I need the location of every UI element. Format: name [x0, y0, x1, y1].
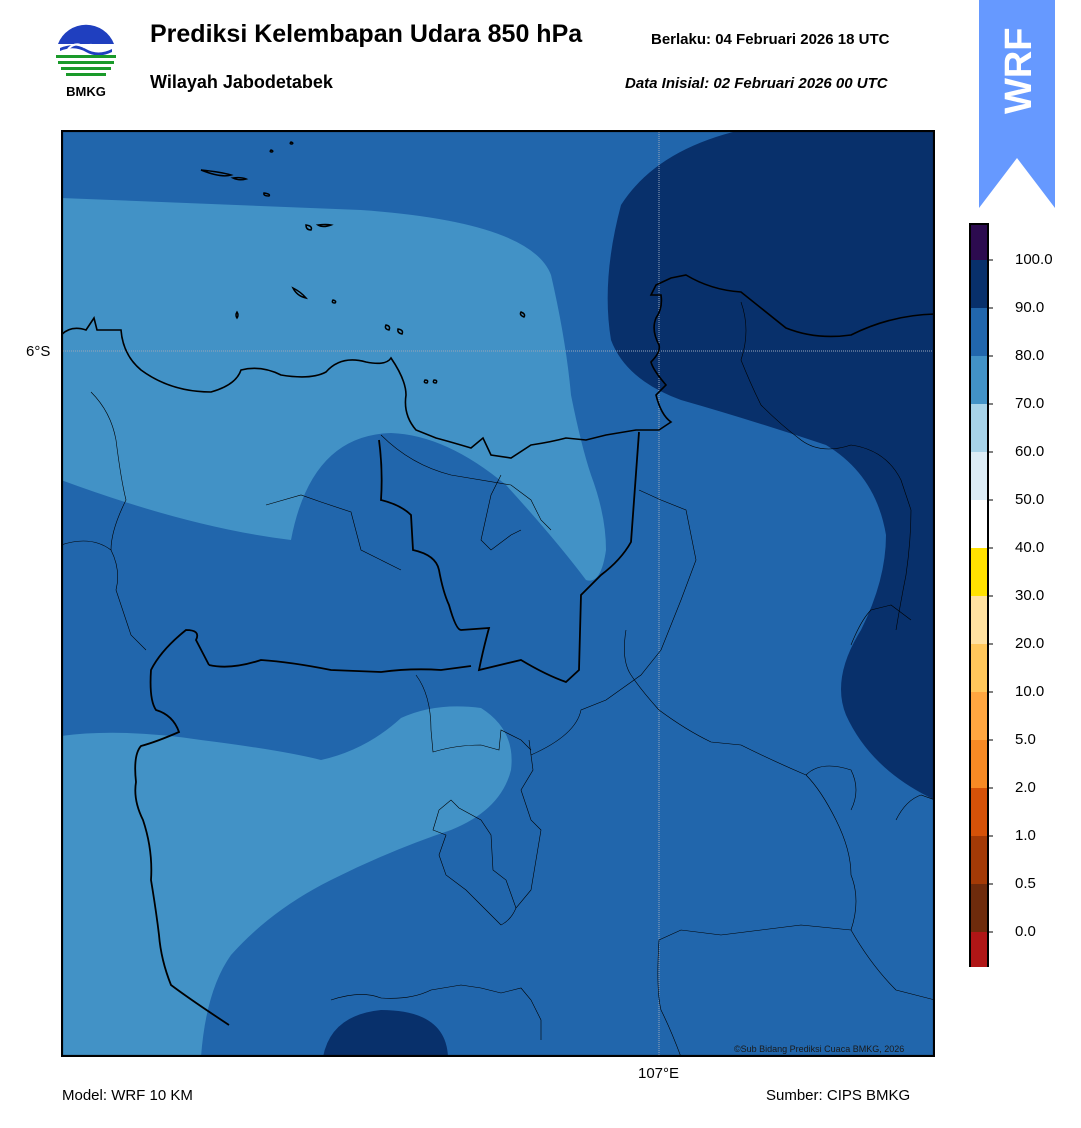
humidity-map — [61, 130, 935, 1057]
colorbar-tick-label: 50.0 — [1015, 491, 1045, 508]
province-border-west — [134, 629, 472, 1026]
colorbar-tick-label: 10.0 — [1015, 683, 1045, 700]
model-label: Model: WRF 10 KM — [62, 1087, 193, 1104]
colorbar-segment — [970, 932, 988, 967]
copyright-text: ©Sub Bidang Prediksi Cuaca BMKG, 2026 — [734, 1044, 905, 1054]
zone-70-80-south — [61, 706, 512, 1057]
colorbar-segment — [970, 404, 988, 452]
latitude-label: 6°S — [26, 343, 51, 360]
colorbar-frame — [969, 223, 989, 967]
province-border — [378, 431, 640, 684]
logo-text: BMKG — [66, 84, 106, 99]
colorbar-segment — [970, 788, 988, 836]
colorbar-tick-label: 40.0 — [1015, 539, 1045, 556]
zone-90-100-south — [323, 1010, 448, 1057]
colorbar-tick-label: 2.0 — [1015, 779, 1036, 796]
colorbar-tick-label: 70.0 — [1015, 395, 1045, 412]
district-borders — [61, 301, 935, 1057]
colorbar-segment — [970, 452, 988, 500]
page-title: Prediksi Kelembapan Udara 850 hPa — [150, 20, 583, 48]
colorbar-segment — [970, 356, 988, 404]
colorbar-segment — [970, 836, 988, 884]
colorbar-segment — [970, 596, 988, 644]
colorbar-tick-label: 60.0 — [1015, 443, 1045, 460]
init-time: Data Inisial: 02 Februari 2026 00 UTC — [625, 75, 888, 92]
colorbar-segment — [970, 308, 988, 356]
colorbar-segment — [970, 692, 988, 740]
source-label: Sumber: CIPS BMKG — [766, 1087, 911, 1104]
colorbar-tick-label: 80.0 — [1015, 347, 1045, 364]
valid-time: Berlaku: 04 Februari 2026 18 UTC — [651, 31, 890, 48]
colorbar-tick-label: 0.0 — [1015, 923, 1036, 940]
colorbar-tick-label: 5.0 — [1015, 731, 1036, 748]
coastline — [61, 274, 935, 459]
colorbar-segment — [970, 500, 988, 548]
colorbar-segment — [970, 260, 988, 308]
region-subtitle: Wilayah Jabodetabek — [150, 72, 333, 92]
bmkg-logo-icon — [56, 22, 116, 82]
colorbar-tick-label: 20.0 — [1015, 635, 1045, 652]
zone-70-80-north — [61, 198, 606, 581]
colorbar-segment — [970, 224, 988, 260]
longitude-label: 107°E — [638, 1065, 680, 1082]
colorbar — [969, 223, 993, 967]
colorbar-tick-label: 1.0 — [1015, 827, 1036, 844]
wrf-badge: WRF — [979, 0, 1055, 208]
colorbar-tick-label: 30.0 — [1015, 587, 1045, 604]
colorbar-tick-label: 90.0 — [1015, 299, 1045, 316]
wrf-badge-text: WRF — [998, 27, 1040, 114]
wrf-arrow-banner-icon — [979, 0, 1055, 208]
colorbar-segment — [970, 644, 988, 692]
colorbar-tick-label: 100.0 — [1015, 251, 1053, 268]
map-frame — [61, 130, 935, 1057]
colorbar-segment — [970, 884, 988, 932]
colorbar-segment — [970, 548, 988, 596]
colorbar-segment — [970, 740, 988, 788]
zone-90-100-east — [607, 130, 935, 800]
colorbar-tick-label: 0.5 — [1015, 875, 1036, 892]
thousand-islands — [200, 141, 526, 384]
